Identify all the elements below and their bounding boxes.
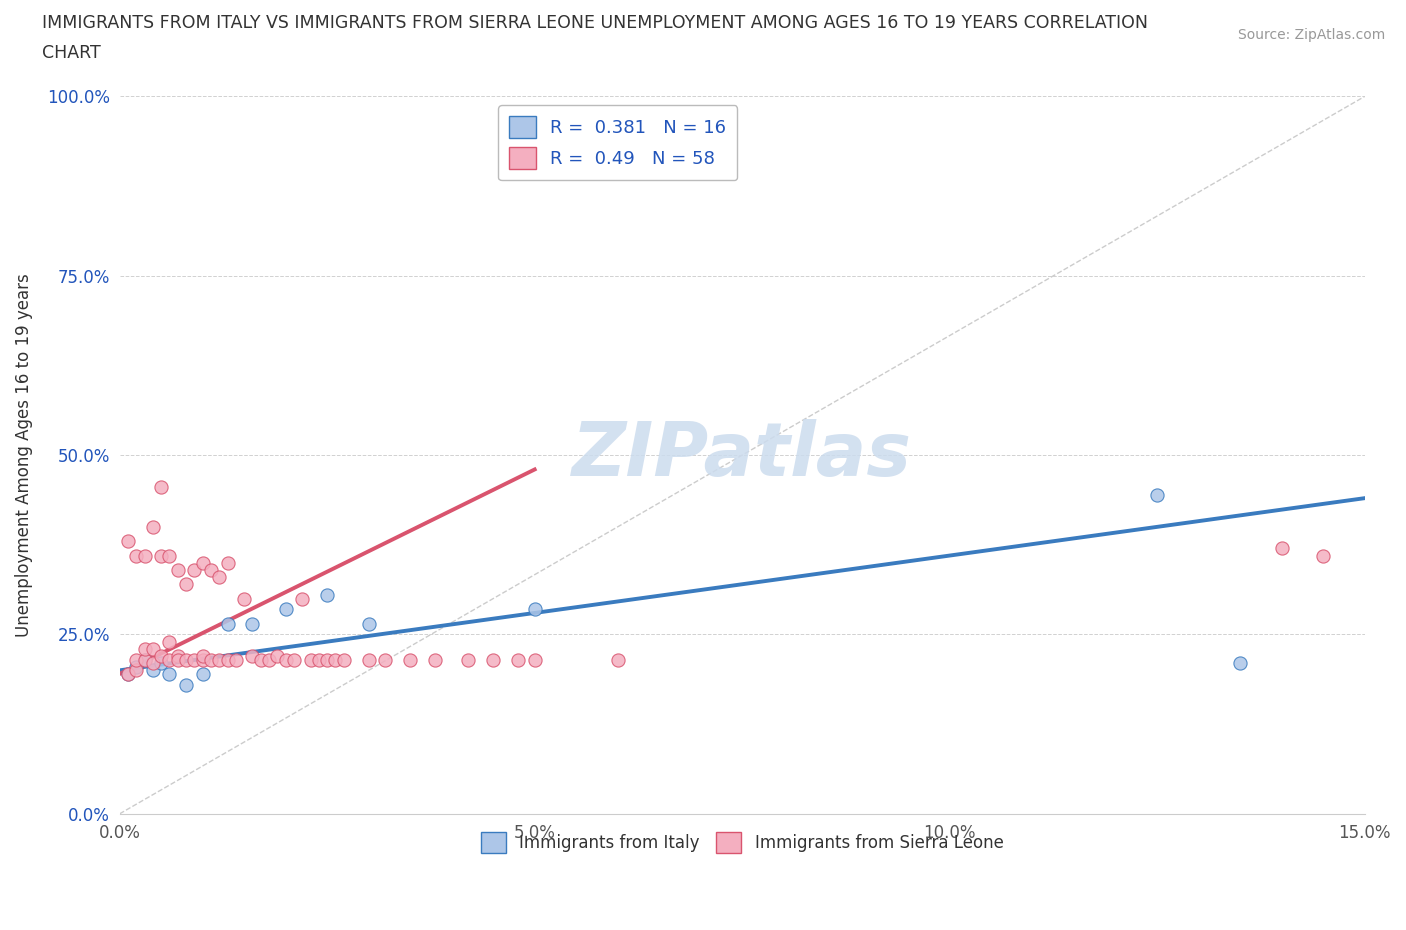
Point xyxy=(374,652,396,667)
Point xyxy=(142,642,165,657)
Point xyxy=(291,591,314,606)
Point xyxy=(316,588,339,603)
Point xyxy=(325,652,347,667)
Point xyxy=(134,652,156,667)
Point xyxy=(423,652,446,667)
Point xyxy=(308,652,330,667)
Point xyxy=(191,648,214,663)
Point xyxy=(166,648,188,663)
Text: ZIPatlas: ZIPatlas xyxy=(572,418,912,492)
Point xyxy=(606,652,628,667)
Point xyxy=(1229,656,1251,671)
Point xyxy=(134,548,156,563)
Point xyxy=(166,652,188,667)
Point xyxy=(125,652,148,667)
Point xyxy=(157,634,180,649)
Text: CHART: CHART xyxy=(42,44,101,61)
Point xyxy=(174,652,197,667)
Point xyxy=(166,563,188,578)
Point xyxy=(1312,548,1334,563)
Point xyxy=(357,652,380,667)
Point xyxy=(157,652,180,667)
Point xyxy=(316,652,339,667)
Point xyxy=(457,652,479,667)
Point xyxy=(299,652,322,667)
Point xyxy=(208,652,231,667)
Point xyxy=(208,570,231,585)
Point xyxy=(523,602,546,617)
Point xyxy=(117,667,139,682)
Point xyxy=(174,577,197,591)
Point xyxy=(482,652,505,667)
Point xyxy=(117,534,139,549)
Point xyxy=(191,652,214,667)
Point xyxy=(142,663,165,678)
Point xyxy=(257,652,280,667)
Point xyxy=(200,563,222,578)
Point xyxy=(200,652,222,667)
Point xyxy=(283,652,305,667)
Point xyxy=(523,652,546,667)
Point xyxy=(150,548,173,563)
Point xyxy=(191,667,214,682)
Point xyxy=(134,642,156,657)
Point xyxy=(399,652,422,667)
Point xyxy=(357,617,380,631)
Point xyxy=(191,555,214,570)
Point xyxy=(242,617,264,631)
Point xyxy=(142,656,165,671)
Point xyxy=(174,677,197,692)
Point xyxy=(217,555,239,570)
Legend: Immigrants from Italy, Immigrants from Sierra Leone: Immigrants from Italy, Immigrants from S… xyxy=(474,826,1010,859)
Point xyxy=(134,652,156,667)
Point xyxy=(150,648,173,663)
Point xyxy=(125,659,148,674)
Point xyxy=(183,563,205,578)
Point xyxy=(242,648,264,663)
Point xyxy=(157,667,180,682)
Point xyxy=(150,480,173,495)
Text: Source: ZipAtlas.com: Source: ZipAtlas.com xyxy=(1237,28,1385,42)
Point xyxy=(274,652,297,667)
Y-axis label: Unemployment Among Ages 16 to 19 years: Unemployment Among Ages 16 to 19 years xyxy=(15,273,32,637)
Point xyxy=(183,652,205,667)
Point xyxy=(332,652,354,667)
Point xyxy=(1271,541,1294,556)
Point xyxy=(233,591,256,606)
Point xyxy=(249,652,271,667)
Point xyxy=(217,652,239,667)
Point xyxy=(117,667,139,682)
Point xyxy=(1146,487,1168,502)
Point xyxy=(157,548,180,563)
Point xyxy=(225,652,247,667)
Point xyxy=(506,652,529,667)
Point xyxy=(266,648,288,663)
Point xyxy=(150,656,173,671)
Point xyxy=(125,548,148,563)
Point xyxy=(142,520,165,535)
Point xyxy=(125,663,148,678)
Text: IMMIGRANTS FROM ITALY VS IMMIGRANTS FROM SIERRA LEONE UNEMPLOYMENT AMONG AGES 16: IMMIGRANTS FROM ITALY VS IMMIGRANTS FROM… xyxy=(42,14,1149,32)
Point xyxy=(217,617,239,631)
Point xyxy=(274,602,297,617)
